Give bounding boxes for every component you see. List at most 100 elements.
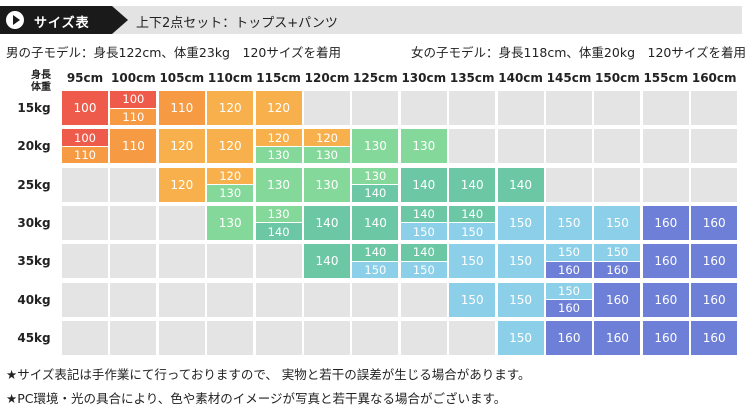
weight-axis-label: 体重 xyxy=(31,82,51,93)
empty-cell xyxy=(110,282,157,317)
weight-label: 15kg xyxy=(17,101,51,115)
empty-cell xyxy=(255,244,302,279)
size-value: 160 xyxy=(691,282,738,317)
size-cell: 130 xyxy=(207,205,254,240)
size-cell: 120 xyxy=(158,129,205,164)
play-icon xyxy=(6,11,24,29)
height-label: 110cm xyxy=(207,71,253,85)
empty-cell xyxy=(594,167,641,202)
size-value: 140 xyxy=(255,222,302,240)
height-label: 120cm xyxy=(304,71,350,85)
size-value: 130 xyxy=(207,205,254,240)
size-cell: 100 110 xyxy=(62,129,108,164)
size-cell: 100 xyxy=(62,91,108,125)
header-subtitle: 上下2点セット：トップス+パンツ xyxy=(136,16,338,31)
size-cell: 160 xyxy=(594,320,641,355)
empty-cell xyxy=(304,320,350,355)
size-value: 150 xyxy=(594,205,641,240)
size-cell: 150 xyxy=(497,205,544,240)
empty-cell xyxy=(352,91,399,125)
size-cell: 160 xyxy=(642,244,689,279)
empty-cell xyxy=(497,91,544,125)
empty-cell xyxy=(642,167,689,202)
size-cell: 160 xyxy=(691,205,738,240)
size-value: 160 xyxy=(546,260,592,279)
height-label: 105cm xyxy=(159,71,205,85)
axis-corner: 身長 体重 xyxy=(26,70,56,94)
size-value: 130 xyxy=(255,145,302,164)
size-value: 140 xyxy=(304,205,350,240)
empty-cell xyxy=(62,205,108,240)
height-label: 95cm xyxy=(66,71,104,85)
weight-label: 25kg xyxy=(17,177,51,192)
weight-label: 30kg xyxy=(17,215,51,230)
size-value: 140 xyxy=(400,244,447,261)
height-axis-label: 身長 xyxy=(31,70,51,81)
empty-cell xyxy=(546,167,592,202)
empty-cell xyxy=(62,167,108,202)
size-value: 120 xyxy=(255,91,302,125)
empty-cell xyxy=(158,282,205,317)
empty-cell xyxy=(642,91,689,125)
empty-cell xyxy=(304,91,350,125)
size-value: 150 xyxy=(546,205,592,240)
size-cell: 130 140 xyxy=(255,205,302,240)
size-value: 140 xyxy=(449,205,496,223)
size-cell: 150 xyxy=(497,320,544,355)
model-info: 男の子モデル：身長122cm、体重23kg 120サイズを着用 女の子モデル：身… xyxy=(6,42,746,61)
size-value: 160 xyxy=(691,320,738,355)
size-cell: 140 xyxy=(304,244,350,279)
boy-model-info: 男の子モデル：身長122cm、体重23kg 120サイズを着用 xyxy=(6,45,341,60)
note-handmade: ★サイズ表記は手作業にて行っておりますので、 実物と若干の誤差が生じる場合があり… xyxy=(6,367,531,382)
size-cell: 150 xyxy=(449,282,496,317)
size-cell: 140 xyxy=(352,205,399,240)
empty-cell xyxy=(207,320,254,355)
size-cell: 130 xyxy=(304,167,350,202)
size-value: 150 xyxy=(546,244,592,261)
empty-cell xyxy=(158,244,205,279)
empty-cell xyxy=(691,129,738,164)
empty-cell xyxy=(594,91,641,125)
size-value: 130 xyxy=(255,205,302,223)
size-value: 130 xyxy=(304,145,350,164)
size-cell: 160 xyxy=(642,205,689,240)
empty-cell xyxy=(449,320,496,355)
size-cell: 140 150 xyxy=(400,244,447,279)
height-label: 145cm xyxy=(546,71,592,85)
size-value: 110 xyxy=(110,107,157,125)
size-value: 140 xyxy=(304,244,350,279)
height-label: 135cm xyxy=(449,71,495,85)
size-cell: 120 xyxy=(207,91,254,125)
size-cell: 130 140 xyxy=(352,167,399,202)
size-cell: 120 xyxy=(207,129,254,164)
size-cell: 150 xyxy=(497,244,544,279)
weight-label: 20kg xyxy=(17,139,51,154)
empty-cell xyxy=(691,91,738,125)
size-cell: 140 150 xyxy=(400,205,447,240)
size-cell: 150 xyxy=(546,205,592,240)
size-cell: 160 xyxy=(642,320,689,355)
size-value: 100 xyxy=(62,91,108,125)
empty-cell xyxy=(62,244,108,279)
empty-cell xyxy=(400,282,447,317)
size-value: 130 xyxy=(255,167,302,202)
size-value: 160 xyxy=(642,320,689,355)
height-label: 125cm xyxy=(353,71,398,85)
size-cell: 160 xyxy=(642,282,689,317)
size-value: 130 xyxy=(207,184,254,202)
empty-cell xyxy=(110,205,157,240)
size-value: 110 xyxy=(62,145,108,164)
size-value: 160 xyxy=(594,320,641,355)
size-cell: 140 xyxy=(400,167,447,202)
size-cell: 110 xyxy=(158,91,205,125)
height-label: 100cm xyxy=(111,71,156,85)
empty-cell xyxy=(400,91,447,125)
size-value: 160 xyxy=(594,282,641,317)
size-value: 160 xyxy=(642,205,689,240)
badge-label: サイズ表 xyxy=(34,16,90,31)
size-value: 120 xyxy=(158,167,205,202)
size-value: 140 xyxy=(497,167,544,202)
size-value: 150 xyxy=(497,205,544,240)
empty-cell xyxy=(110,167,157,202)
size-value: 150 xyxy=(449,282,496,317)
